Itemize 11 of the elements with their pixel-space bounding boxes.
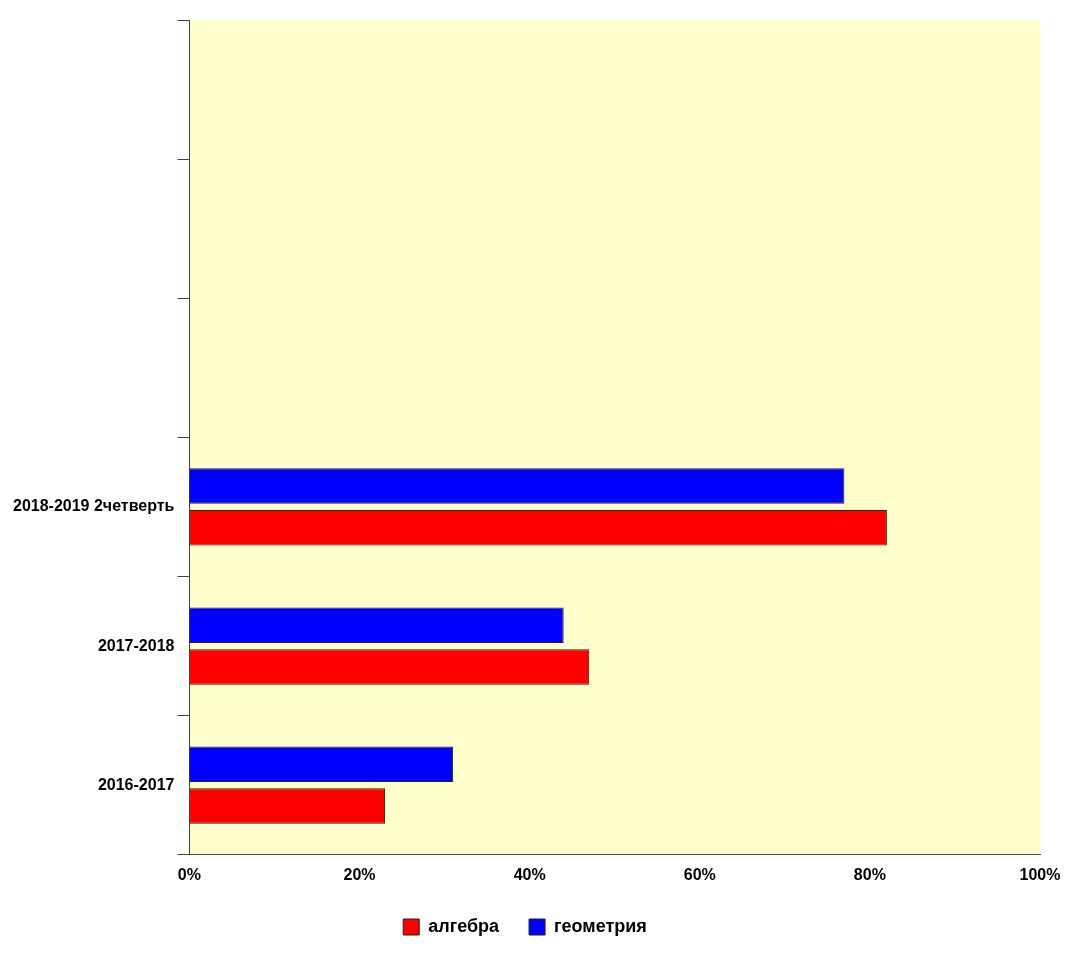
x-tick-label: 80% — [853, 865, 886, 883]
x-tick-label: 60% — [683, 865, 716, 883]
x-tick-label: 40% — [513, 865, 546, 883]
x-tick-label: 0% — [177, 865, 201, 883]
legend-label: геометрия — [554, 915, 647, 936]
legend-label: алгебра — [428, 915, 501, 936]
y-tick-label: 2017-2018 — [97, 636, 175, 654]
x-tick-label: 100% — [1019, 865, 1061, 883]
y-tick-label: 2016-2017 — [97, 775, 175, 793]
y-tick-label: 2018-2019 2четверть — [12, 497, 175, 515]
x-tick-label: 20% — [343, 865, 376, 883]
